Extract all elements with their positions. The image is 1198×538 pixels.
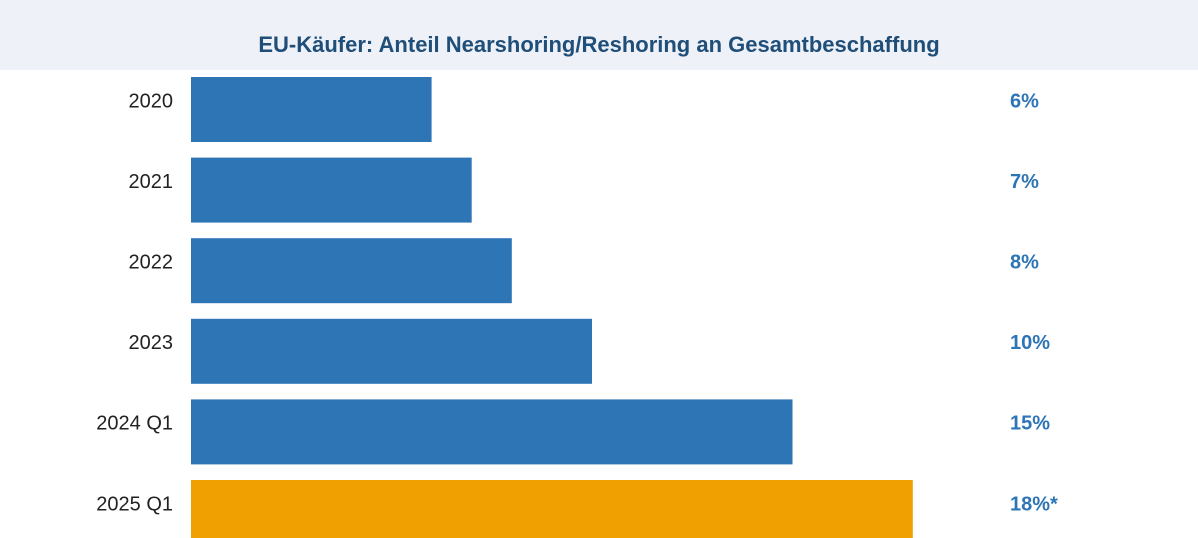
category-label: 2025 Q1 [96, 493, 173, 515]
value-label: 10% [1010, 332, 1050, 354]
value-label: 6% [1010, 90, 1039, 112]
bar-2023 [191, 318, 592, 384]
bar-2024-q1 [191, 399, 793, 465]
bar-2022 [191, 238, 512, 304]
category-label: 2020 [129, 90, 174, 112]
category-label: 2024 Q1 [96, 413, 173, 435]
chart-title: EU-Käufer: Anteil Nearshoring/Reshoring … [258, 32, 940, 57]
value-label: 8% [1010, 251, 1039, 273]
value-label: 15% [1010, 413, 1050, 435]
bar-2020 [191, 77, 432, 142]
value-label: 18%* [1010, 493, 1058, 515]
value-label: 7% [1010, 171, 1039, 193]
category-label: 2022 [129, 251, 174, 273]
category-label: 2023 [129, 332, 174, 354]
chart-title-bar: EU-Käufer: Anteil Nearshoring/Reshoring … [0, 0, 1198, 70]
category-label: 2021 [129, 171, 174, 193]
bar-2025-q1 [191, 480, 913, 538]
bar-2021 [191, 157, 472, 223]
